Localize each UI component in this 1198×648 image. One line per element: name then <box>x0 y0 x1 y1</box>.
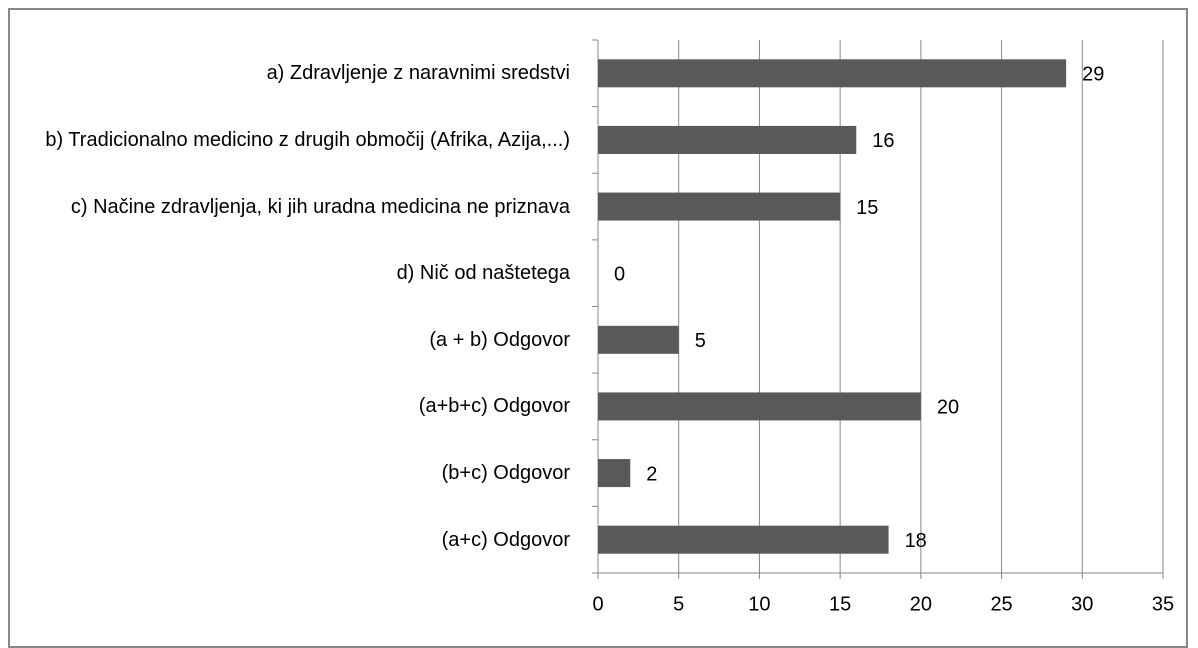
y-tick-label: (a+c) Odgovor <box>441 528 570 551</box>
chart: 0 5 10 15 20 25 30 35 29 16 15 0 5 20 2 18 <box>592 39 1174 615</box>
x-tick-label: 25 <box>990 593 1012 615</box>
bar <box>598 192 841 221</box>
value-label: 18 <box>905 530 927 552</box>
y-tick-label: b) Tradicionalno medicino z drugih območ… <box>45 128 570 151</box>
value-label: 20 <box>937 397 959 419</box>
x-tick-label: 10 <box>748 593 770 615</box>
x-tick-label: 35 <box>1152 593 1174 615</box>
bar <box>598 325 679 354</box>
y-tick-label: (b+c) Odgovor <box>441 462 570 485</box>
x-tick-label: 20 <box>910 593 932 615</box>
x-tick-label: 30 <box>1071 593 1093 615</box>
value-label: 15 <box>856 197 878 219</box>
x-tick-label: 15 <box>829 593 851 615</box>
bar <box>598 125 857 154</box>
y-tick-label: d) Nič od naštetega <box>396 262 570 285</box>
bar <box>598 459 631 488</box>
y-tick-label: a) Zdravljenje z naravnimi sredstvi <box>266 62 570 85</box>
x-tick-label: 5 <box>673 593 684 615</box>
x-tick-label: 0 <box>592 593 603 615</box>
bar <box>598 525 889 554</box>
y-tick-label: c) Načine zdravljenja, ki jih uradna med… <box>70 195 570 218</box>
y-tick-label: (a+b+c) Odgovor <box>418 395 570 418</box>
y-tick-label: (a + b) Odgovor <box>429 328 570 351</box>
value-label: 5 <box>695 330 706 352</box>
value-label: 16 <box>872 130 894 152</box>
value-label: 0 <box>614 263 625 285</box>
page: {"chart_data":{"type":"bar","orientation… <box>8 8 1188 648</box>
bar <box>598 59 1067 88</box>
value-label: 29 <box>1082 64 1104 86</box>
bar <box>598 392 921 421</box>
value-label: 2 <box>646 463 657 485</box>
